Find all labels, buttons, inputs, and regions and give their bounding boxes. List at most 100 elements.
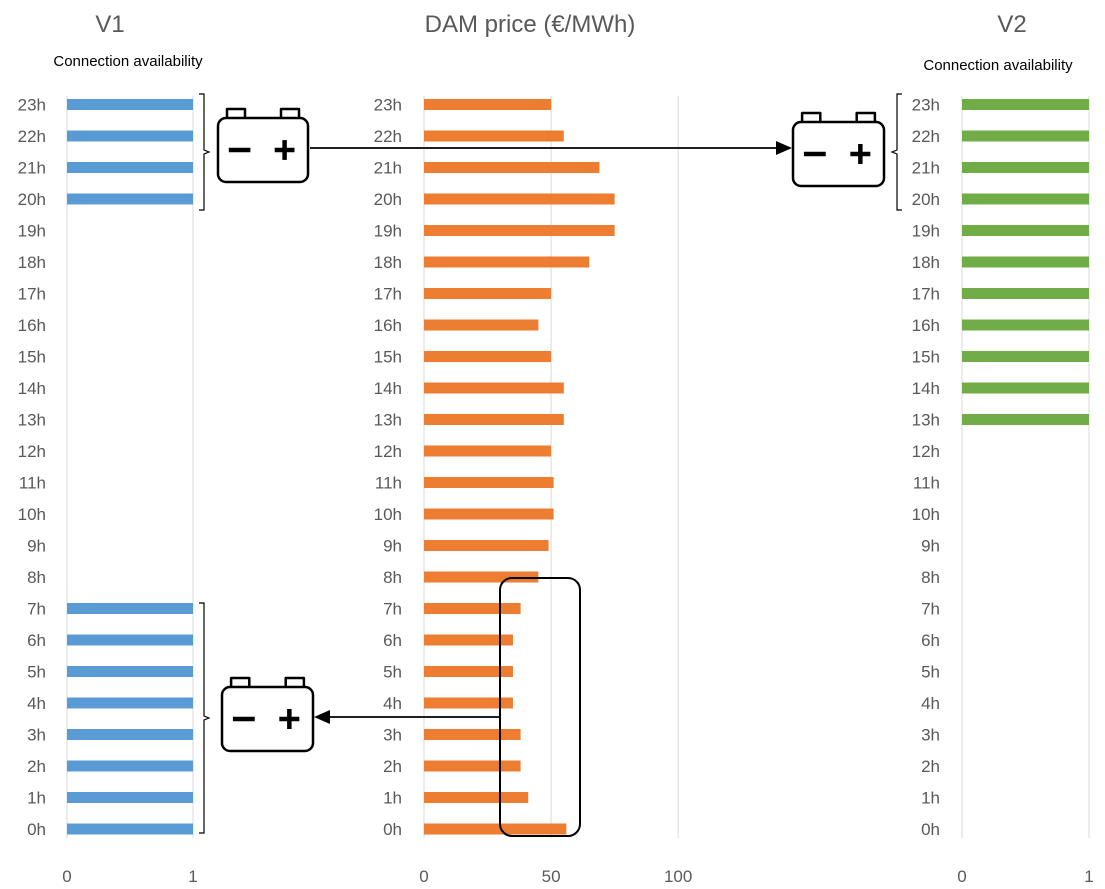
v1-bar xyxy=(67,193,193,205)
dam-category-label: 14h xyxy=(374,379,402,398)
dam-bar xyxy=(424,634,513,646)
dam-category-label: 12h xyxy=(374,442,402,461)
v1-bar xyxy=(67,99,193,110)
v2-bar xyxy=(962,193,1089,205)
dam-category-label: 21h xyxy=(374,159,402,178)
dam-bar xyxy=(424,540,549,551)
dam-bar xyxy=(424,130,564,142)
v2-category-label: 20h xyxy=(912,190,940,209)
v1-category-label: 6h xyxy=(27,631,46,650)
v1-category-label: 15h xyxy=(18,348,46,367)
dam-category-label: 10h xyxy=(374,505,402,524)
dam-bar xyxy=(424,477,554,488)
v1-category-label: 21h xyxy=(18,159,46,178)
dam-bar xyxy=(424,382,564,394)
v2-category-label: 9h xyxy=(921,537,940,556)
v1-category-label: 9h xyxy=(27,537,46,556)
battery-icons xyxy=(216,107,886,753)
dam-category-label: 3h xyxy=(383,726,402,745)
dam-category-label: 11h xyxy=(375,474,402,493)
v1-bar xyxy=(67,162,193,173)
v1-category-label: 1h xyxy=(27,789,46,808)
dam-bar xyxy=(424,666,513,677)
dam-bar xyxy=(424,414,564,425)
v1-category-label: 10h xyxy=(18,505,46,524)
v2-category-label: 4h xyxy=(921,694,940,713)
dam-bar xyxy=(424,792,529,803)
dam-x-tick-label: 50 xyxy=(542,867,561,886)
dam-bar xyxy=(424,508,554,520)
v2-category-label: 21h xyxy=(912,159,940,178)
v1-bar xyxy=(67,130,193,142)
v2-category-label: 19h xyxy=(912,222,940,241)
battery-icon xyxy=(791,111,886,188)
v1-category-label: 3h xyxy=(27,726,46,745)
v2-category-label: 22h xyxy=(912,127,940,146)
v2-category-label: 1h xyxy=(921,789,940,808)
v2-category-label: 12h xyxy=(912,442,940,461)
v1-category-label: 12h xyxy=(18,442,46,461)
v2-bar xyxy=(962,225,1089,236)
dam-title: DAM price (€/MWh) xyxy=(425,11,636,38)
v1-morning-brace xyxy=(199,602,211,834)
battery-icon xyxy=(216,107,310,184)
v2-x-tick-label: 0 xyxy=(957,867,966,886)
v1-category-label: 18h xyxy=(18,253,46,272)
dam-category-label: 13h xyxy=(374,411,402,430)
dam-x-tick-label: 0 xyxy=(419,867,428,886)
dam-bar xyxy=(424,603,521,614)
v2-category-label: 16h xyxy=(912,316,940,335)
v1-bar xyxy=(67,823,193,835)
v1-title: V1 xyxy=(95,11,124,38)
v1-evening-brace xyxy=(199,93,211,211)
dam-category-label: 20h xyxy=(374,190,402,209)
v2-bar xyxy=(962,162,1089,173)
v1-category-label: 19h xyxy=(18,222,46,241)
v1-x-tick-label: 0 xyxy=(62,867,71,886)
v2-category-label: 15h xyxy=(912,348,940,367)
discharge-arrow-head xyxy=(776,141,792,155)
dam-bar xyxy=(424,445,552,457)
v2-bar xyxy=(962,288,1089,299)
v1-category-label: 22h xyxy=(18,127,46,146)
dam-bar xyxy=(424,571,539,583)
v2-bar xyxy=(962,382,1089,394)
v1-bar xyxy=(67,697,193,709)
v2-x-tick-label: 1 xyxy=(1084,867,1093,886)
v1-category-label: 23h xyxy=(18,96,46,115)
v1-bar xyxy=(67,760,193,772)
v2-category-label: 0h xyxy=(921,820,940,839)
annotations xyxy=(199,93,902,837)
dam-bar xyxy=(424,823,567,835)
v1-category-label: 20h xyxy=(18,190,46,209)
v2-panel: 0 10h1h2h3h4h5h6h7h8h9h10h11h12h13h14h15h… xyxy=(912,96,1094,887)
dam-category-label: 15h xyxy=(374,348,402,367)
v1-category-label: 14h xyxy=(18,379,46,398)
v2-bar xyxy=(962,351,1089,362)
dam-bar xyxy=(424,351,552,362)
battery-icon xyxy=(220,676,315,753)
dam-bar xyxy=(424,288,552,299)
v2-category-label: 6h xyxy=(921,631,940,650)
v1-bar xyxy=(67,634,193,646)
v2-category-label: 23h xyxy=(912,96,940,115)
dam-category-label: 22h xyxy=(374,127,402,146)
v1-bar xyxy=(67,603,193,614)
dam-bar xyxy=(424,162,600,173)
dam-category-label: 0h xyxy=(383,820,402,839)
dam-panel: 0 50 100 0h 1h 2h 3h 4h 5h 6h 7h 8h 9h 10h 11h 12h 13h 14… xyxy=(374,96,693,887)
v2-category-label: 11h xyxy=(913,474,940,493)
v2-bar xyxy=(962,319,1089,331)
v2-bar xyxy=(962,130,1089,142)
v2-category-label: 13h xyxy=(912,411,940,430)
dam-bar xyxy=(424,256,590,268)
v2-category-label: 8h xyxy=(921,568,940,587)
dam-category-label: 18h xyxy=(374,253,402,272)
v2-category-label: 5h xyxy=(921,663,940,682)
v2-category-label: 3h xyxy=(921,726,940,745)
dam-category-label: 1h xyxy=(383,789,402,808)
dam-category-label: 2h xyxy=(383,757,402,776)
v1-subtitle: Connection availability xyxy=(53,53,203,70)
